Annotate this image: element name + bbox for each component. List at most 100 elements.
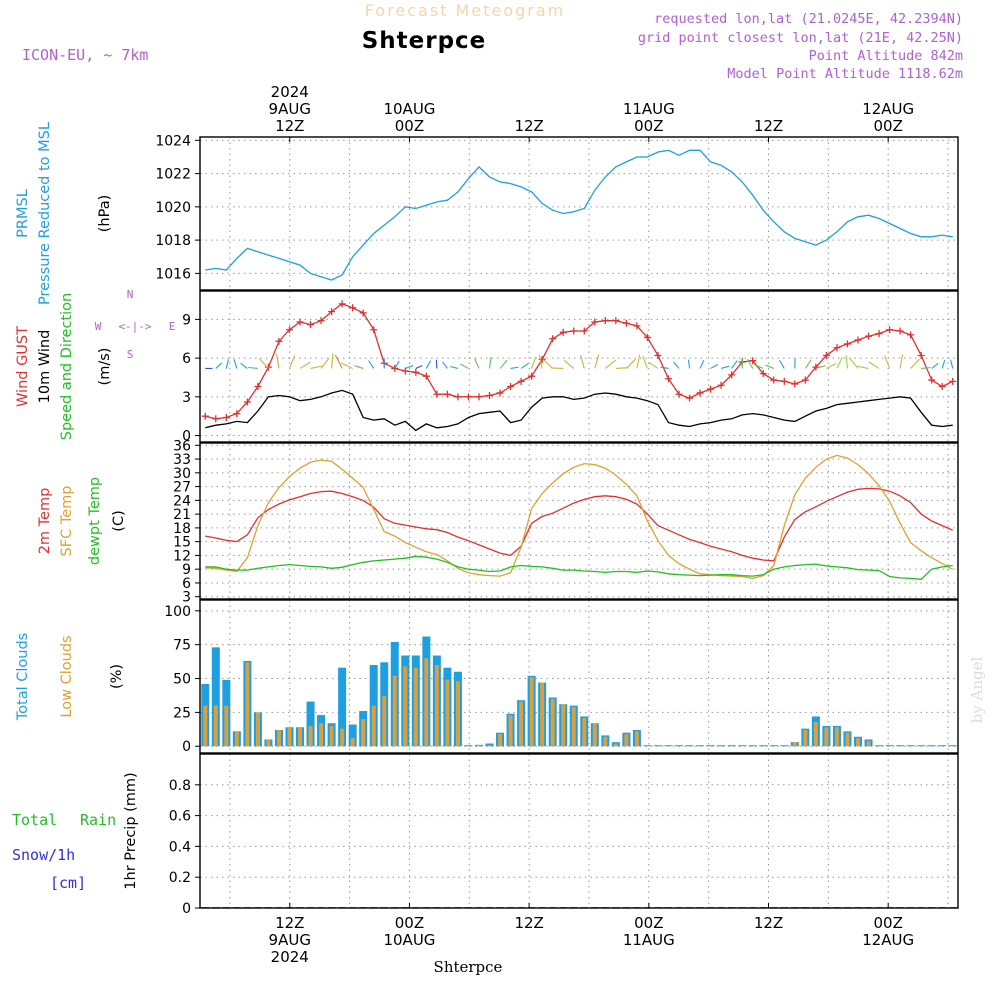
low-cloud-bar xyxy=(298,727,303,747)
low-cloud-bar xyxy=(834,727,839,747)
low-cloud-bar xyxy=(855,738,860,747)
gust-marker xyxy=(443,390,451,398)
wind-arrow xyxy=(225,359,230,369)
gust-marker xyxy=(759,370,767,378)
temperature-ylabel: dewpt Temp xyxy=(87,477,103,565)
location-title: Shterpce xyxy=(362,28,487,54)
low-cloud-bar xyxy=(329,725,334,747)
rain-legend-a: Total xyxy=(12,811,57,829)
gust-marker xyxy=(938,383,946,391)
low-cloud-bar xyxy=(403,666,408,747)
gust-marker xyxy=(212,415,220,423)
wind-arrow xyxy=(425,360,432,369)
wind-arrow xyxy=(849,358,859,369)
gust-marker xyxy=(664,375,672,383)
top-time-label: 9AUG xyxy=(269,100,311,118)
gust-marker xyxy=(843,340,851,348)
gust-marker xyxy=(696,389,704,397)
low-cloud-bar xyxy=(561,704,566,747)
gust-marker xyxy=(317,317,325,325)
panels: 1016 1018 1020 1022 1024 PRMSL Pressure Reduce… xyxy=(12,122,959,917)
gust-marker xyxy=(391,364,399,372)
gust-marker xyxy=(675,390,683,398)
temperature-ytick-label: 12 xyxy=(173,548,191,564)
wind-arrow xyxy=(510,366,519,369)
low-cloud-bar xyxy=(392,675,397,747)
gust-marker xyxy=(917,352,925,360)
gust-marker xyxy=(591,318,599,326)
low-cloud-bar xyxy=(792,742,797,747)
pressure-ytick-label: 1022 xyxy=(155,167,191,183)
gust-marker xyxy=(254,383,262,391)
total-cloud-bar xyxy=(675,745,684,747)
precip-ylabel: 1hr Precip (mm) xyxy=(123,772,139,889)
pressure-ytick-label: 1024 xyxy=(155,133,191,149)
compass-label: <-|-> xyxy=(118,320,151,333)
total-cloud-bar xyxy=(769,745,778,747)
gust-marker xyxy=(412,368,420,376)
bottom-time-label: 12Z xyxy=(754,914,783,932)
temperature-series-line xyxy=(205,555,953,580)
top-time-label: 12Z xyxy=(275,117,304,135)
pressure-series-line xyxy=(205,149,953,281)
total-cloud-bar xyxy=(927,745,936,747)
gust-marker xyxy=(422,372,430,380)
gust-marker xyxy=(949,377,957,385)
wind-arrow xyxy=(594,354,600,369)
precip-ytick-label: 0.4 xyxy=(169,839,191,855)
gust-marker xyxy=(496,389,504,397)
temperature-frame xyxy=(199,442,959,600)
point-altitude: Point Altitude 842m xyxy=(809,48,963,64)
temperature-ytick-label: 33 xyxy=(173,452,191,468)
gust-marker xyxy=(275,337,283,345)
total-cloud-bar xyxy=(706,745,715,747)
total-cloud-bar xyxy=(875,745,884,747)
gust-marker xyxy=(812,363,820,371)
compass-label: S xyxy=(127,348,134,361)
total-cloud-bar xyxy=(780,745,789,747)
wind-arrow xyxy=(931,363,939,369)
total-cloud-bar xyxy=(906,745,915,747)
wind-arrow xyxy=(941,359,946,369)
top-time-label: 10AUG xyxy=(383,100,435,118)
bottom-time-label: 2024 xyxy=(271,948,309,966)
clouds-ytick-label: 75 xyxy=(173,638,191,654)
pressure-ylabel: Pressure Reduced to MSL xyxy=(37,122,53,305)
gust-marker xyxy=(580,327,588,335)
top-time-label: 12Z xyxy=(754,117,783,135)
low-cloud-bar xyxy=(624,734,629,747)
bottom-time-label: 12Z xyxy=(514,914,543,932)
total-cloud-bar xyxy=(938,745,947,747)
clouds-ytick-label: 50 xyxy=(173,672,191,688)
wind-ylabel: Wind GUST xyxy=(15,326,31,407)
wind-arrow xyxy=(804,359,812,369)
wind-arrow xyxy=(320,357,330,369)
total-cloud-bar xyxy=(643,745,652,747)
wind-arrow xyxy=(450,365,459,369)
temperature-ytick-label: 24 xyxy=(173,493,191,509)
precip-ytick-label: 0.8 xyxy=(169,778,191,794)
gust-marker xyxy=(907,331,915,339)
gust-marker xyxy=(633,322,641,330)
low-cloud-bar xyxy=(424,658,429,747)
gust-marker xyxy=(749,357,757,365)
gust-marker xyxy=(201,412,209,420)
gust-marker xyxy=(401,367,409,375)
top-time-label: 00Z xyxy=(873,117,902,135)
wind-arrow xyxy=(394,360,400,369)
clouds-ytick-label: 25 xyxy=(173,705,191,721)
wind-arrow xyxy=(460,363,469,369)
low-cloud-bar xyxy=(203,705,208,747)
gust-marker xyxy=(865,332,873,340)
wind-arrow xyxy=(215,362,223,369)
wind-arrow xyxy=(660,366,669,369)
wind-series-line xyxy=(205,303,953,420)
gust-marker xyxy=(507,383,515,391)
low-cloud-bar xyxy=(340,728,345,747)
total-cloud-bar xyxy=(464,745,473,747)
gust-marker xyxy=(854,336,862,344)
gust-marker xyxy=(643,333,651,341)
wind-arrow xyxy=(648,361,659,369)
wind-ytick-label: 0 xyxy=(182,429,191,445)
